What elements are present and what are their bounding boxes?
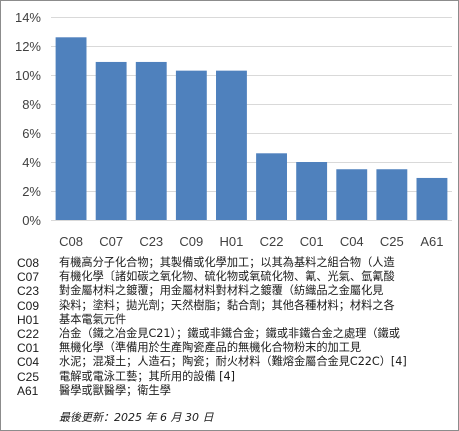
legend-row: A61 醫學或獸醫學；衛生學: [17, 384, 455, 398]
legend-row: C23 對金屬材料之鍍覆；用金屬材料對材料之鍍覆（紡織品之金屬化見: [17, 284, 455, 298]
bar-c08: [55, 37, 87, 220]
bar-c25: [376, 169, 408, 220]
y-axis-ticks: 0% 2% 4% 6% 8% 10% 12% 14%: [15, 10, 41, 228]
x-tick-label: C08: [59, 234, 83, 249]
legend-row: C25 電解或電泳工藝；其所用的設備 [4]: [17, 370, 455, 384]
legend-row: H01 基本電氣元件: [17, 313, 455, 327]
x-tick-label: C04: [340, 234, 364, 249]
legend-row: C09 染料；塗料；拋光劑；天然樹脂；黏合劑；其他各種材料；材料之各: [17, 299, 455, 313]
legend-code: C09: [17, 298, 40, 313]
y-tick-label: 6%: [22, 126, 41, 141]
legend-desc: 電解或電泳工藝；其所用的設備 [4]: [59, 369, 236, 383]
x-tick-label: H01: [220, 234, 244, 249]
x-tick-label: C23: [139, 234, 163, 249]
y-tick-label: 2%: [22, 184, 41, 199]
legend-desc: 有機化學〔諸如碳之氧化物、硫化物或氧硫化物、氰、光氣、氫氰酸: [59, 270, 395, 284]
legend-code: C25: [17, 369, 40, 384]
y-tick-label: 4%: [22, 155, 41, 170]
x-tick-label: A61: [420, 234, 443, 249]
legend-desc: 染料；塗料；拋光劑；天然樹脂；黏合劑；其他各種材料；材料之各: [59, 298, 395, 312]
legend-desc: 水泥；混凝土；人造石；陶瓷；耐火材料（難熔金屬合金見C22C）[4]: [59, 355, 407, 369]
x-tick-label: C22: [260, 234, 284, 249]
category-legend: C08 有機高分子化合物；其製備或化學加工；以其為基料之組合物（人造 C07 有機化…: [17, 256, 455, 398]
x-tick-label: C25: [380, 234, 404, 249]
bar-c07: [95, 61, 127, 221]
legend-code: C04: [17, 355, 40, 370]
legend-row: C04 水泥；混凝土；人造石；陶瓷；耐火材料（難熔金屬合金見C22C）[4]: [17, 355, 455, 369]
bar-chart: 0%2%4%6%8%10%12%14% C08 C07 C23 C09 H01 C22 C0…: [15, 10, 452, 249]
legend-code: A61: [17, 383, 39, 398]
x-tick-label: C07: [99, 234, 123, 249]
legend-code: C07: [17, 270, 40, 285]
x-tick-label: C01: [300, 234, 324, 249]
last-updated-note: 最後更新：2025 年 6 月 30 日: [59, 411, 214, 424]
bar-c23: [135, 61, 167, 221]
y-tick-label: 0%: [22, 213, 41, 228]
legend-desc: 冶金（鐵之冶金見C21）；鐵或非鐵合金；鐵或非鐵合金之處理（鐵或: [59, 326, 400, 340]
y-tick-label: 12%: [15, 39, 41, 54]
bar-c04: [336, 169, 368, 220]
bars: [55, 37, 448, 221]
legend-code: C01: [17, 341, 40, 356]
legend-code: C08: [17, 256, 40, 270]
legend-row: C22 冶金（鐵之冶金見C21）；鐵或非鐵合金；鐵或非鐵合金之處理（鐵或: [17, 327, 455, 341]
legend-code: C23: [17, 284, 40, 299]
legend-row: C01 無機化學（準備用於生產陶瓷產品的無機化合物粉末的加工見: [17, 341, 455, 355]
legend-desc: 有機高分子化合物；其製備或化學加工；以其為基料之組合物（人造: [59, 256, 395, 269]
bar-c01: [296, 162, 328, 220]
y-tick-label: 10%: [15, 68, 41, 83]
bar-c22: [256, 153, 287, 220]
legend-desc: 醫學或獸醫學；衛生學: [59, 383, 171, 397]
y-tick-label: 8%: [22, 97, 41, 112]
legend-desc: 基本電氣元件: [59, 312, 127, 326]
bar-c09: [175, 70, 207, 221]
legend-row: C07 有機化學〔諸如碳之氧化物、硫化物或氧硫化物、氰、光氣、氫氰酸: [17, 270, 455, 284]
legend-code: C22: [17, 326, 40, 341]
bar-h01: [216, 70, 247, 221]
legend-code: H01: [17, 312, 40, 327]
x-axis-ticks: C08 C07 C23 C09 H01 C22 C01 C04 C25 A61: [59, 234, 443, 249]
legend-row: C08 有機高分子化合物；其製備或化學加工；以其為基料之組合物（人造: [17, 256, 455, 270]
legend-desc: 對金屬材料之鍍覆；用金屬材料對材料之鍍覆（紡織品之金屬化見: [59, 284, 384, 298]
bar-a61: [416, 177, 448, 220]
x-tick-label: C09: [179, 234, 203, 249]
y-tick-label: 14%: [15, 10, 41, 25]
legend-desc: 無機化學（準備用於生產陶瓷產品的無機化合物粉末的加工見: [59, 341, 362, 355]
